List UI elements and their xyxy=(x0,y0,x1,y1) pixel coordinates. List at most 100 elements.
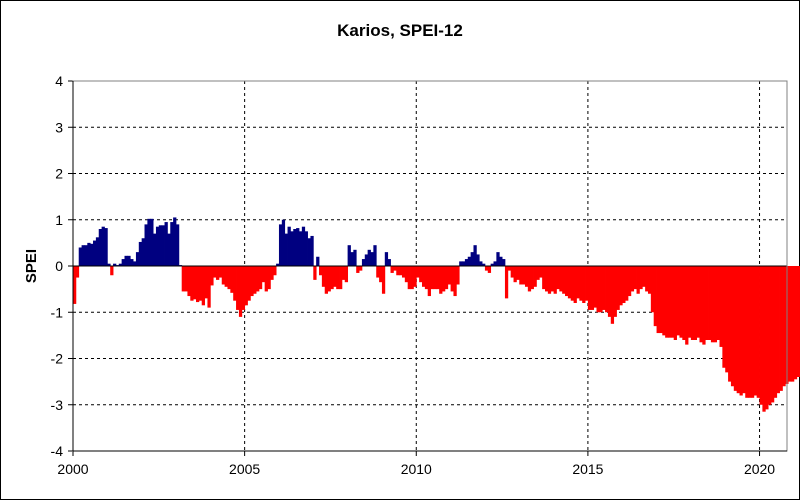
spei-bar xyxy=(133,261,137,266)
y-tick-label: -4 xyxy=(51,443,64,459)
spei-bar xyxy=(95,237,100,266)
spei-bar xyxy=(213,266,217,278)
spei-bar xyxy=(716,266,720,340)
spei-bar xyxy=(582,266,586,303)
spei-bar xyxy=(350,252,354,266)
spei-bar xyxy=(153,233,157,266)
spei-bar xyxy=(233,266,237,301)
spei-bar xyxy=(499,256,503,266)
spei-bar xyxy=(319,266,323,276)
spei-bar xyxy=(647,266,652,294)
spei-bar xyxy=(339,266,343,290)
spei-bar xyxy=(713,266,718,343)
spei-bar xyxy=(393,266,397,271)
spei-bar xyxy=(224,266,228,287)
y-axis-label: SPEI xyxy=(23,249,40,283)
spei-bar xyxy=(321,266,326,287)
spei-bar xyxy=(553,266,557,294)
spei-bar xyxy=(407,266,411,290)
spei-bar xyxy=(796,266,800,377)
spei-bar xyxy=(524,266,529,287)
spei-bar xyxy=(296,228,300,266)
spei-bar xyxy=(753,266,758,396)
spei-bar xyxy=(267,266,271,290)
spei-bar xyxy=(728,266,732,382)
spei-bar xyxy=(725,266,729,373)
spei-bar xyxy=(496,252,500,266)
spei-bar xyxy=(593,266,597,308)
spei-bar xyxy=(341,266,346,280)
spei-bar xyxy=(562,266,566,294)
spei-bar xyxy=(693,266,698,340)
spei-bar xyxy=(359,266,363,271)
spei-bar xyxy=(430,266,434,290)
spei-bar xyxy=(756,266,760,398)
spei-bar xyxy=(161,225,165,266)
spei-bar xyxy=(387,259,391,266)
spei-bar xyxy=(462,261,466,266)
spei-bar xyxy=(167,233,171,266)
spei-bar xyxy=(373,245,377,266)
spei-bar xyxy=(141,238,145,266)
spei-bar xyxy=(173,217,177,266)
spei-bar xyxy=(130,259,134,266)
spei-bar xyxy=(722,266,726,368)
spei-bar xyxy=(596,266,600,313)
spei-bar xyxy=(533,266,537,287)
spei-bar xyxy=(456,266,460,285)
spei-bar xyxy=(642,266,646,287)
spei-bar xyxy=(316,256,320,266)
spei-bar xyxy=(688,266,692,338)
spei-bar xyxy=(290,231,294,266)
spei-bar xyxy=(276,263,280,266)
spei-bar xyxy=(502,259,506,266)
spei-bar xyxy=(270,266,274,280)
spei-bar xyxy=(676,266,680,336)
spei-bar xyxy=(396,266,400,276)
spei-bar xyxy=(427,266,431,297)
spei-bar xyxy=(287,226,291,266)
spei-bar xyxy=(421,266,426,287)
spei-bar xyxy=(124,255,128,266)
spei-bar xyxy=(742,266,746,394)
spei-bar xyxy=(138,241,143,266)
spei-bar xyxy=(536,266,540,280)
spei-bar xyxy=(207,266,211,308)
spei-bar xyxy=(519,266,523,285)
spei-bar xyxy=(196,266,200,303)
spei-bar xyxy=(236,266,240,310)
spei-bar xyxy=(719,266,723,347)
spei-bar xyxy=(662,266,666,336)
spei-bar xyxy=(367,249,371,266)
spei-bar xyxy=(444,266,449,290)
spei-bar xyxy=(301,226,306,266)
spei-bar xyxy=(776,266,780,394)
spei-bar xyxy=(87,242,91,266)
spei-bar xyxy=(762,266,766,412)
spei-bar xyxy=(376,266,380,278)
spei-bar xyxy=(424,266,429,290)
spei-bar xyxy=(187,266,191,297)
spei-bar xyxy=(307,238,311,266)
spei-bar xyxy=(327,266,331,292)
spei-bar xyxy=(442,266,446,292)
spei-bar xyxy=(493,261,497,266)
spei-bar xyxy=(158,225,163,266)
spei-bar xyxy=(344,266,349,283)
spei-bar xyxy=(293,229,297,266)
spei-bar xyxy=(324,266,328,294)
spei-bar xyxy=(384,252,389,266)
spei-bar xyxy=(527,266,532,292)
spei-bar xyxy=(547,266,552,294)
spei-bar xyxy=(710,266,715,343)
spei-bar xyxy=(110,266,114,276)
spei-bar xyxy=(433,266,437,290)
spei-bar xyxy=(490,263,494,266)
spei-bar xyxy=(602,266,606,310)
spei-bar xyxy=(479,261,483,266)
spei-bar xyxy=(155,226,160,266)
spei-bar xyxy=(244,266,248,306)
spei-bar xyxy=(748,266,752,398)
spei-bar xyxy=(227,266,231,290)
